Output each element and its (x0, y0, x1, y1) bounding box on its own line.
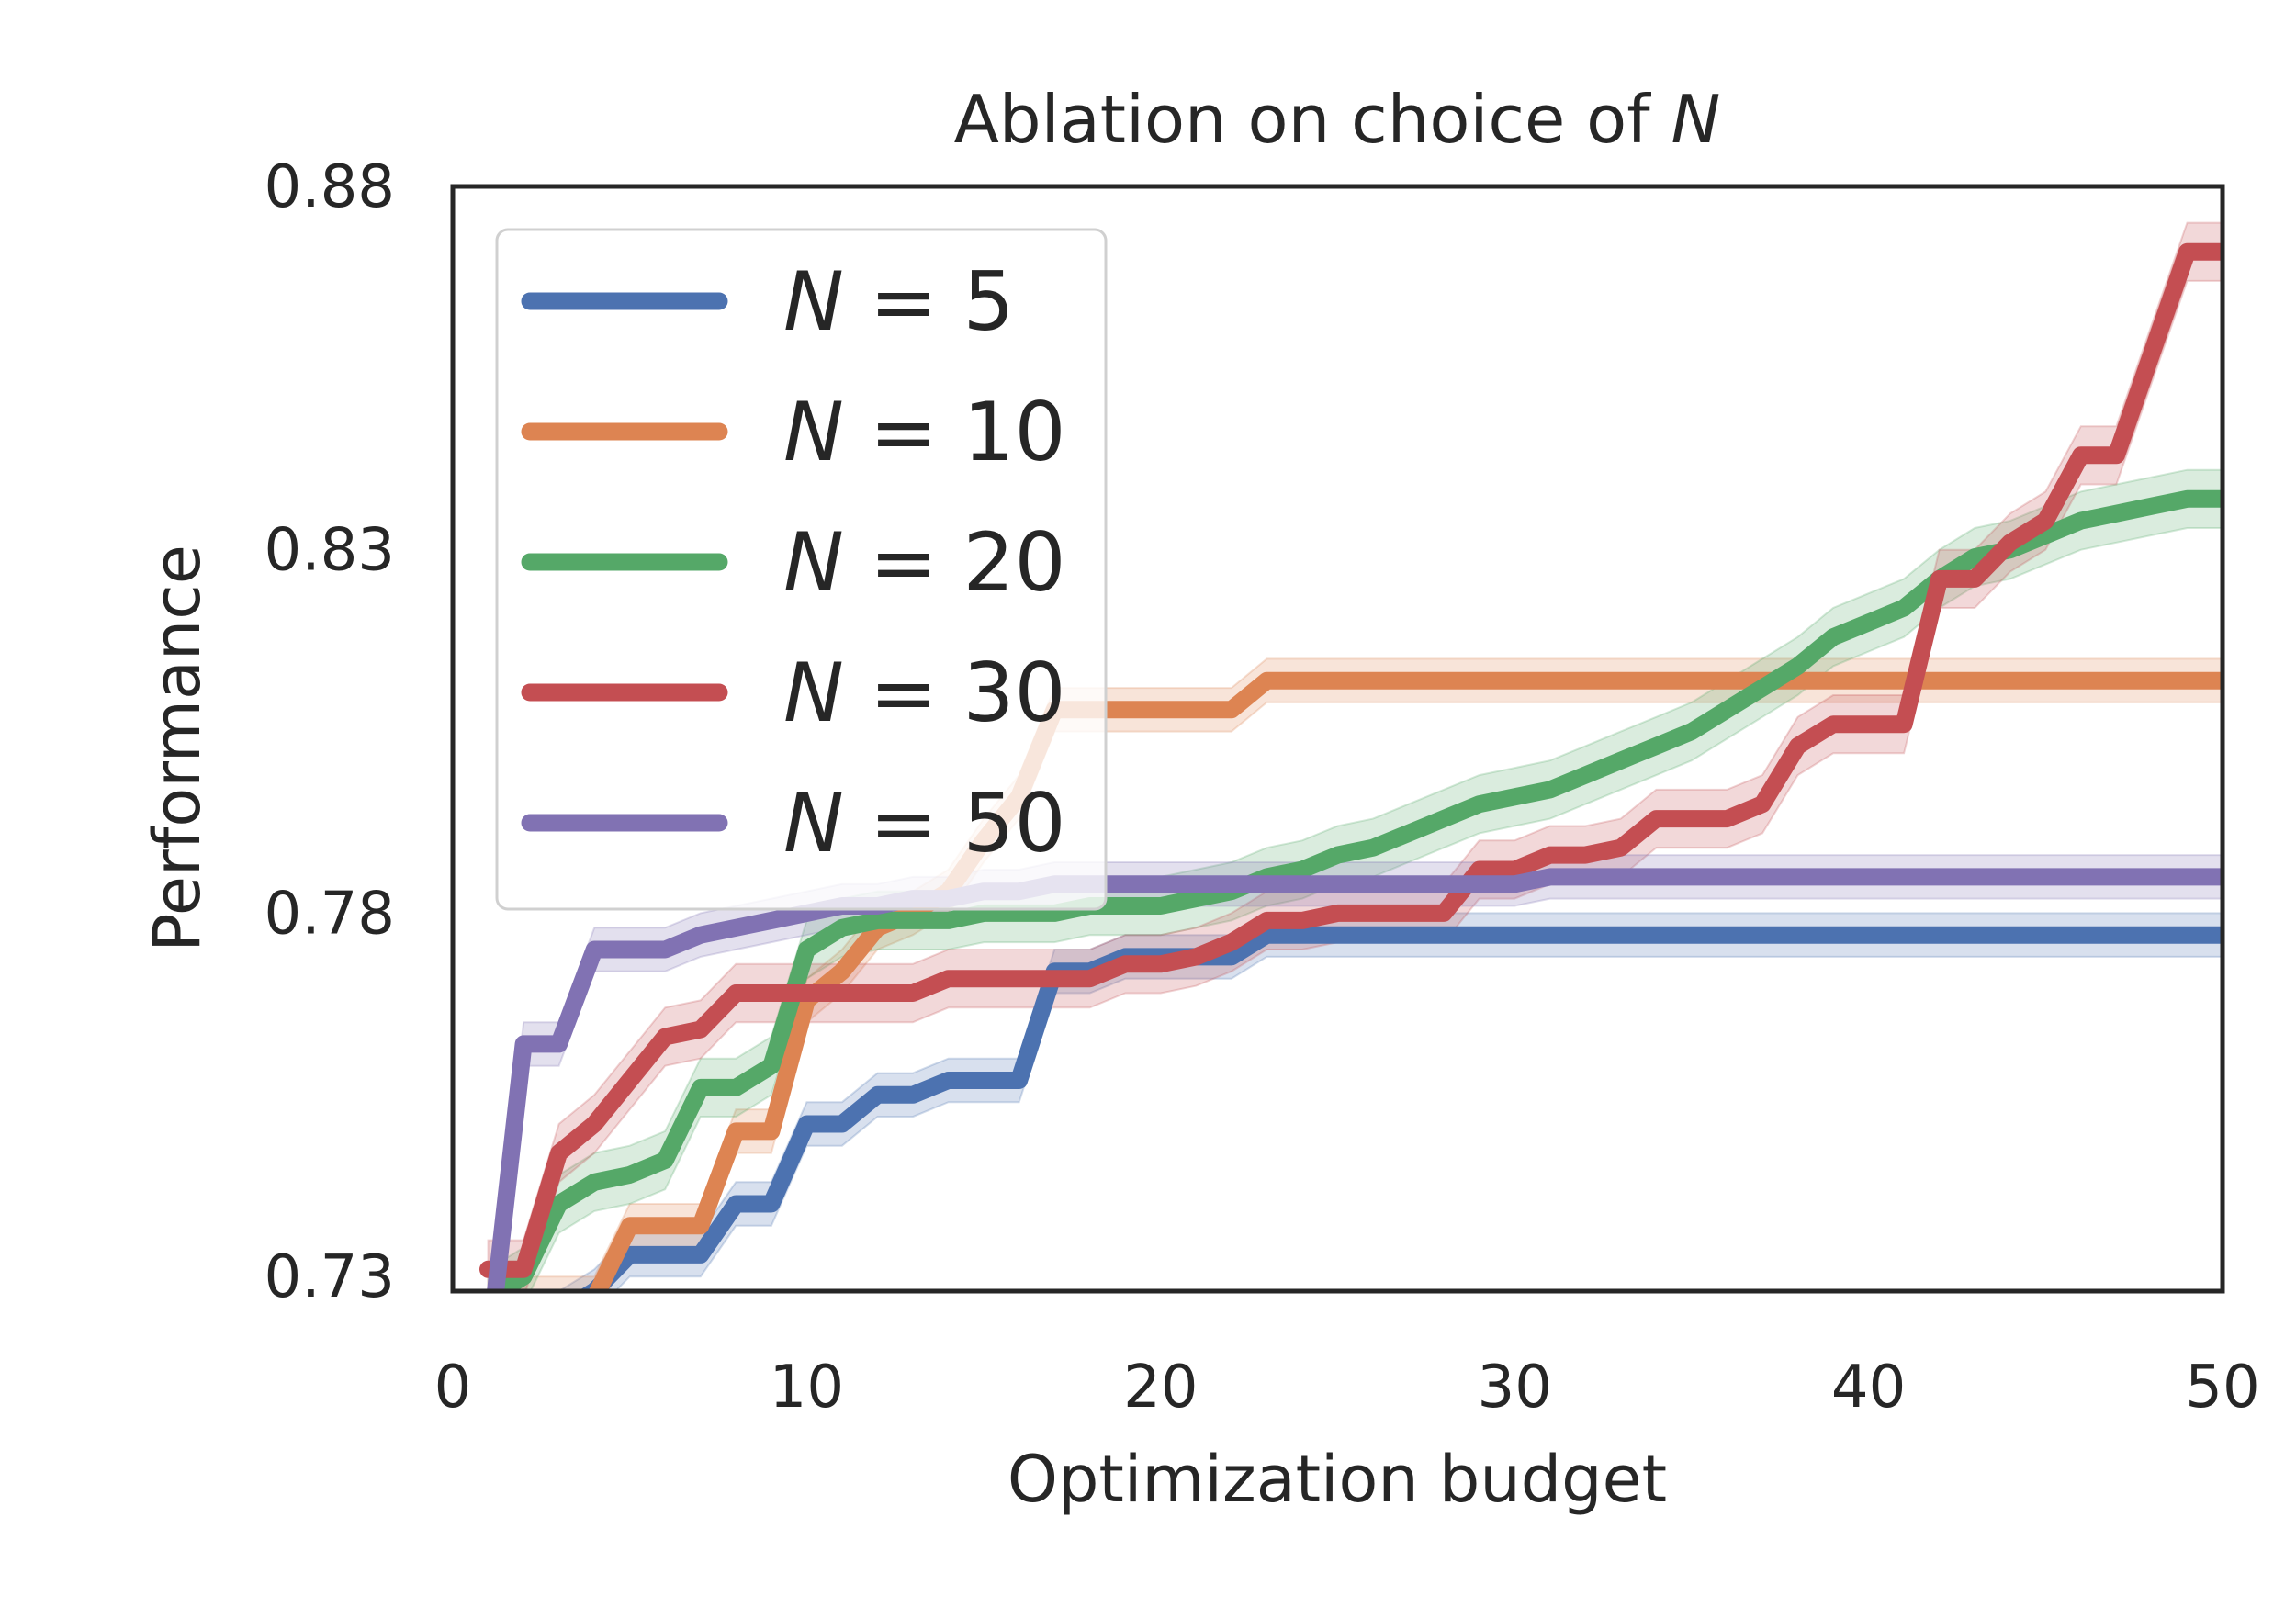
y-tick-label: 0.83 (264, 517, 396, 585)
x-tick-label: 40 (1831, 1354, 1906, 1422)
line-series-1 (518, 671, 2223, 1291)
legend-label: N = 5 (783, 254, 1015, 349)
x-tick-label: 30 (1477, 1354, 1551, 1422)
x-axis-ticks: 0 10 20 30 40 50 (434, 1354, 2260, 1422)
y-tick-label: 0.78 (264, 880, 396, 948)
legend: N = 5 N = 10 N = 20 N = 30 N = 50 (495, 228, 1108, 911)
x-tick-label: 20 (1123, 1354, 1198, 1422)
plot-frame (450, 184, 2225, 1294)
legend-box (495, 228, 1108, 911)
legend-label: N = 50 (783, 776, 1065, 871)
line-series-3 (479, 242, 2223, 1278)
line-series-4 (487, 868, 2223, 1291)
x-tick-label: 10 (770, 1354, 844, 1422)
y-axis-label: Performance (140, 545, 215, 952)
x-axis-label: Optimization budget (1007, 1442, 1667, 1517)
legend-label: N = 20 (783, 515, 1065, 610)
y-tick-label: 0.73 (264, 1243, 396, 1311)
line-series-0 (578, 926, 2223, 1291)
series-lines (479, 242, 2223, 1291)
y-axis-ticks: 0.73 0.78 0.83 0.88 (264, 153, 396, 1311)
x-tick-label: 50 (2185, 1354, 2259, 1422)
chart-title: Ablation on choice of N (954, 81, 1721, 158)
legend-label: N = 30 (783, 646, 1065, 740)
legend-label: N = 10 (783, 385, 1065, 479)
x-tick-label: 0 (434, 1354, 472, 1422)
y-tick-label: 0.88 (264, 153, 396, 221)
